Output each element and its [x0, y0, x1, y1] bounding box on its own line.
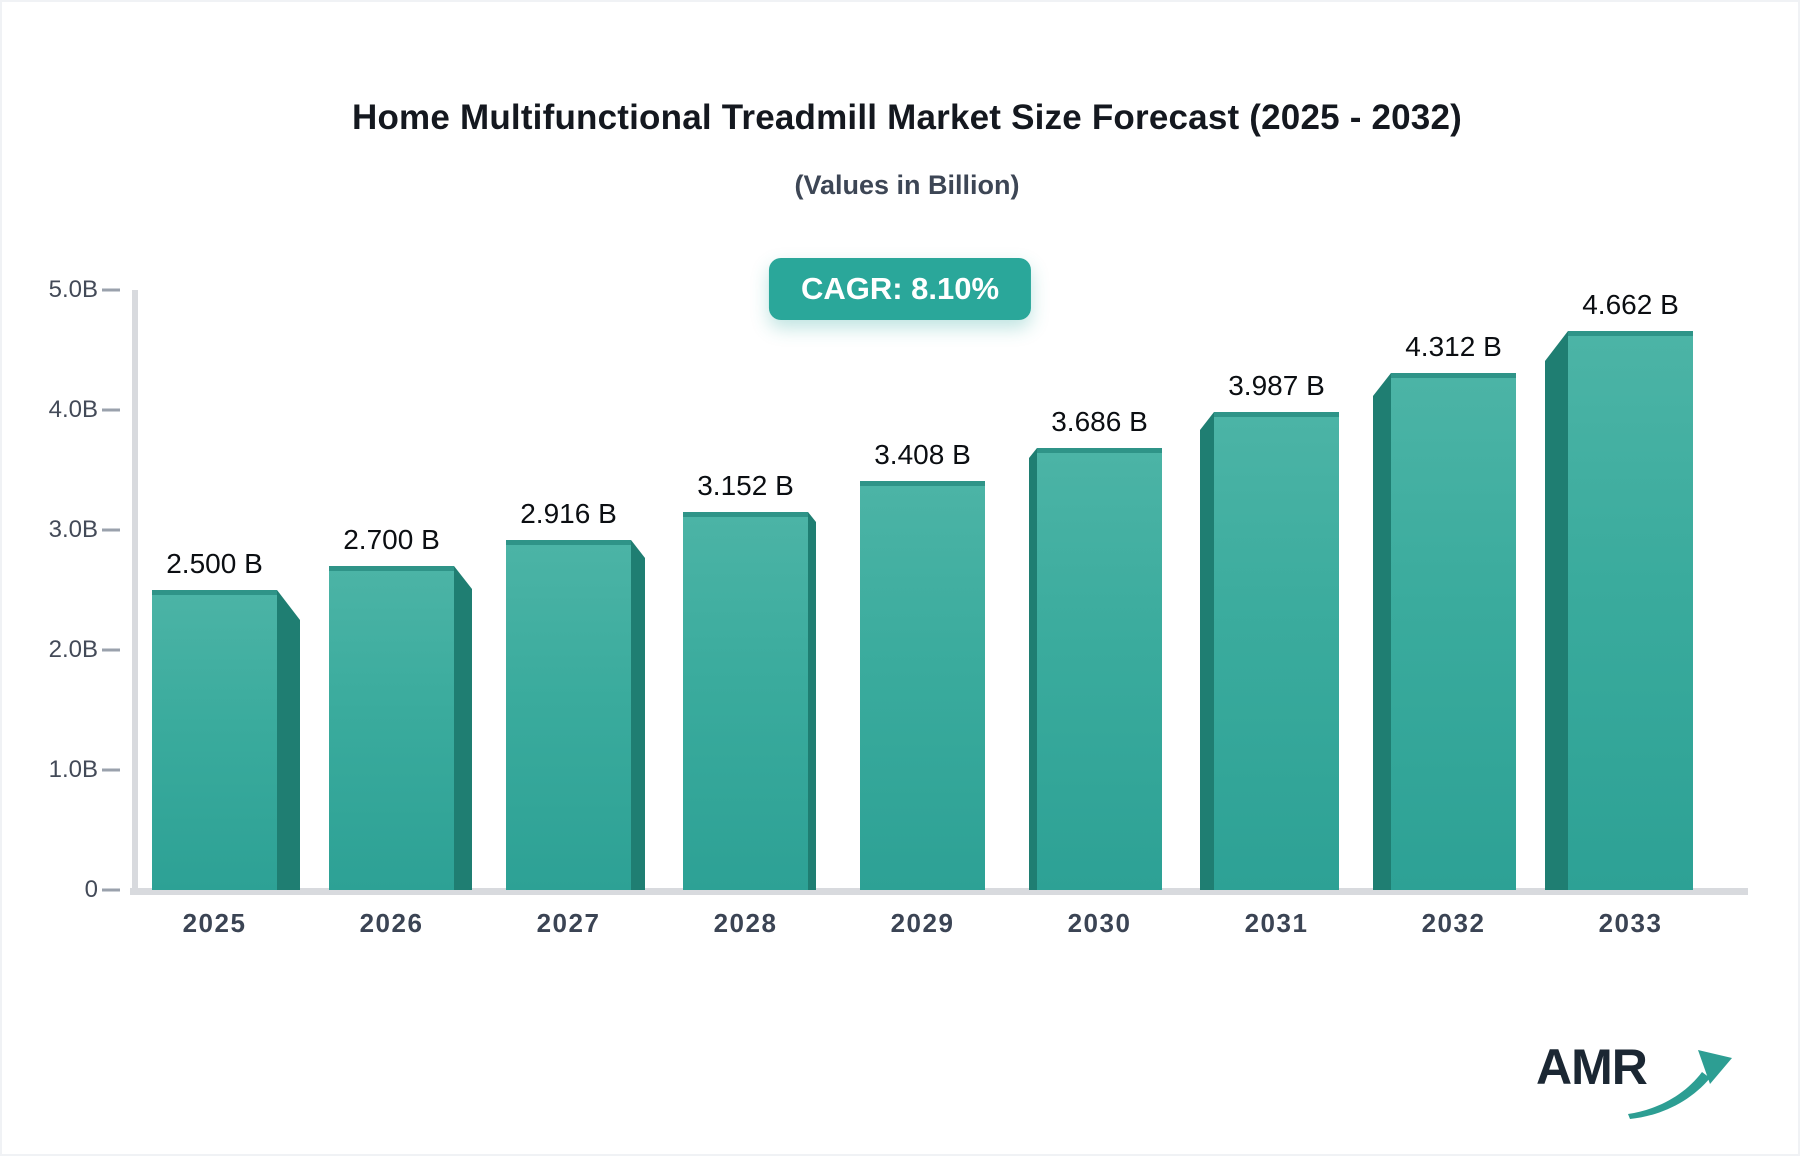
bar-value-label: 3.987 B [1228, 370, 1325, 401]
bar-side-face [454, 566, 472, 890]
bar[interactable] [860, 481, 985, 890]
x-axis-baseline [130, 888, 1748, 895]
y-axis-tick-mark [102, 288, 120, 292]
bar-value-label: 3.408 B [874, 439, 971, 470]
amr-logo: AMR [1536, 1038, 1756, 1128]
bar-value-label: 3.152 B [697, 470, 794, 501]
y-axis-tick-mark [102, 648, 120, 652]
bar[interactable] [152, 590, 277, 890]
x-axis-category-label: 2031 [1244, 908, 1309, 938]
cagr-badge: CAGR: 8.10% [768, 258, 1032, 320]
bar-top-edge [1568, 331, 1693, 336]
bar-side-face [1373, 373, 1391, 890]
bar-side-face [1545, 331, 1568, 890]
bar-top-edge [152, 590, 277, 595]
bar-value-label: 4.662 B [1582, 289, 1679, 320]
bar-top-edge [1037, 448, 1162, 453]
y-axis-tick-label: 1.0B [48, 756, 98, 783]
chart-subtitle: (Values in Billion) [794, 170, 1020, 200]
y-axis-tick-mark [102, 528, 120, 532]
bar-side-face [1029, 448, 1037, 890]
y-axis-tick-label: 2.0B [48, 636, 98, 663]
bar[interactable] [506, 540, 631, 890]
bar-side-face [1200, 412, 1214, 890]
y-axis-tick-label: 3.0B [48, 516, 98, 543]
bar-top-edge [329, 566, 454, 571]
y-axis-tick-mark [102, 888, 120, 892]
bar[interactable] [683, 512, 808, 890]
bar-top-edge [1214, 412, 1339, 417]
bar[interactable] [1391, 373, 1516, 890]
bar-value-label: 3.686 B [1051, 406, 1148, 437]
bar[interactable] [329, 566, 454, 890]
bar[interactable] [1568, 331, 1693, 890]
y-axis-tick-mark [102, 768, 120, 772]
bar-value-label: 2.916 B [520, 498, 617, 529]
page-title: Home Multifunctional Treadmill Market Si… [352, 98, 1462, 137]
bar-value-label: 2.700 B [343, 524, 440, 555]
x-axis-category-label: 2033 [1598, 908, 1663, 938]
growth-arrow-icon [1628, 1050, 1732, 1119]
x-axis-category-label: 2032 [1421, 908, 1486, 938]
bar[interactable] [1214, 412, 1339, 890]
bar-value-label: 4.312 B [1405, 331, 1502, 362]
x-axis-category-label: 2026 [359, 908, 424, 938]
bar-value-label: 2.500 B [166, 548, 263, 579]
bar-side-face [631, 540, 645, 890]
bar-side-face [808, 512, 816, 890]
x-axis-category-label: 2029 [890, 908, 955, 938]
x-axis-category-label: 2030 [1067, 908, 1132, 938]
y-axis-tick-label: 4.0B [48, 396, 98, 423]
y-axis-tick-label: 5.0B [48, 276, 98, 303]
bar-top-edge [1391, 373, 1516, 378]
y-axis-tick-mark [102, 408, 120, 412]
x-axis-category-label: 2025 [182, 908, 247, 938]
y-axis-tick-label: 0 [84, 876, 98, 903]
x-axis-category-label: 2027 [536, 908, 601, 938]
bar-top-edge [506, 540, 631, 545]
bar-top-edge [683, 512, 808, 517]
amr-logo-text: AMR [1536, 1039, 1648, 1095]
y-axis-line [132, 290, 138, 895]
x-axis-category-label: 2028 [713, 908, 778, 938]
bar-top-edge [860, 481, 985, 486]
bar-side-face [277, 590, 300, 890]
bar[interactable] [1037, 448, 1162, 890]
